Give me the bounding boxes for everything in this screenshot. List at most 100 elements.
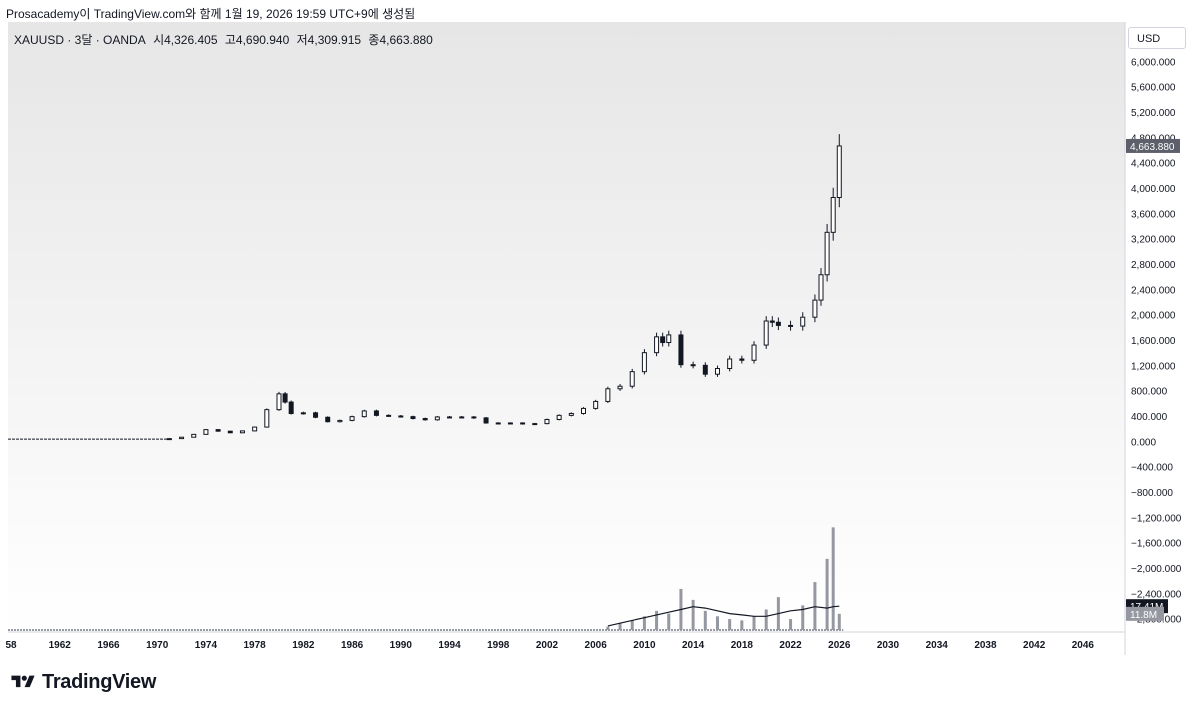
price-tick-label: 4,000.000 — [1131, 184, 1176, 195]
candle-body — [800, 316, 806, 327]
volume-bars — [8, 527, 844, 631]
tradingview-footer: TradingView — [10, 668, 156, 696]
time-tick-label: 1998 — [487, 640, 510, 651]
price-tick-label: 0.000 — [1131, 437, 1156, 448]
candle-body — [191, 433, 197, 438]
time-tick-label: 2026 — [828, 640, 851, 651]
candlestick-series — [8, 134, 842, 441]
time-tick-label: 2006 — [585, 640, 608, 651]
candle-body — [629, 371, 635, 387]
candle-body — [769, 320, 775, 323]
volume-bar — [789, 619, 793, 630]
candle-body — [763, 320, 769, 346]
volume-bar — [764, 609, 768, 630]
price-tick-label: 4,400.000 — [1131, 159, 1176, 170]
ohlc-high: 고4,690.940 — [224, 33, 290, 47]
time-tick-label: 2030 — [877, 640, 900, 651]
candle-body — [660, 336, 666, 344]
candle-body — [641, 352, 647, 373]
candle-body — [775, 321, 781, 326]
time-tick-label: 2010 — [633, 640, 656, 651]
candle-body — [520, 422, 526, 425]
price-tick-label: 2,000.000 — [1131, 311, 1176, 322]
currency-button[interactable]: USD — [1128, 27, 1186, 49]
price-tick-label: 5,600.000 — [1131, 83, 1176, 94]
price-tick-label: 6,000.000 — [1131, 57, 1176, 68]
candle-body — [751, 344, 757, 361]
volume-bar — [752, 616, 756, 630]
chart-caption: Prosacademy이 TradingView.com와 함께 1월 19, … — [6, 7, 416, 21]
volume-bar — [801, 605, 805, 630]
candle-body — [812, 299, 818, 318]
candle-body — [410, 416, 416, 420]
time-tick-label: 1982 — [292, 640, 315, 651]
ohlc-open: 시4,326.405 — [153, 33, 218, 47]
volume-bar — [837, 613, 841, 630]
candle-body — [556, 414, 562, 420]
plot-background — [8, 22, 1125, 632]
candle-body — [398, 415, 404, 418]
candle-body — [227, 430, 233, 434]
time-tick-label: 58 — [5, 640, 17, 651]
candle-body — [654, 336, 660, 354]
price-tick-label: 5,200.000 — [1131, 108, 1176, 119]
candle-body — [337, 419, 343, 423]
price-tick-label: 1,200.000 — [1131, 361, 1176, 372]
time-tick-label: 1974 — [195, 640, 218, 651]
volume-bar — [831, 527, 835, 630]
volume-bar — [606, 626, 610, 630]
chart-area[interactable]: 6,400.0006,000.0005,600.0005,200.0004,80… — [0, 22, 1200, 655]
time-tick-label: 1978 — [244, 640, 267, 651]
candle-body — [288, 401, 294, 414]
candle-body — [593, 400, 599, 409]
last-price-label: 4,663.880 — [1130, 142, 1175, 153]
volume-tag — [1126, 606, 1164, 621]
time-tick-label: 1962 — [49, 640, 72, 651]
candle-body — [702, 364, 708, 375]
price-axis-ticks: 6,400.0006,000.0005,600.0005,200.0004,80… — [1131, 32, 1182, 626]
candle-body — [422, 418, 428, 421]
tradingview-brand: TradingView — [42, 670, 157, 693]
price-tick-label: −400.000 — [1131, 463, 1173, 474]
candle-body — [568, 412, 574, 416]
volume-bar — [655, 610, 659, 630]
symbol-name[interactable]: XAUUSD · 3달 · OANDA — [14, 33, 146, 47]
candle-body — [276, 393, 282, 411]
candle-body — [605, 388, 611, 402]
price-tick-label: 400.000 — [1131, 412, 1168, 423]
candle-body — [830, 197, 836, 233]
candle-body — [617, 385, 623, 390]
time-axis-ticks: 58 1962 1966 1970 1974 1978 1982 1986 1990 1994 19… — [5, 640, 1094, 651]
candle-body — [459, 416, 465, 419]
ohlc-close: 종4,663.880 — [368, 33, 433, 47]
candle-body — [714, 368, 720, 375]
time-tick-label: 2022 — [779, 640, 802, 651]
last-price-tag — [1126, 138, 1180, 153]
candle-body — [239, 430, 245, 434]
volume-bar — [813, 582, 817, 630]
candle-body — [690, 364, 696, 367]
volume-label: 11.8M — [1130, 610, 1157, 621]
candle-body — [373, 410, 379, 416]
candle-body — [739, 358, 745, 361]
symbol-legend[interactable]: XAUUSD · 3달 · OANDA 시4,326.405 고4,690.94… — [14, 31, 437, 48]
volume-bar — [667, 613, 671, 630]
candle-body — [581, 407, 586, 414]
time-tick-label: 1994 — [438, 640, 461, 651]
candle-body — [532, 423, 538, 426]
price-tick-label: 3,200.000 — [1131, 235, 1176, 246]
candle-body — [666, 334, 672, 344]
volume-bar — [728, 619, 732, 630]
ohlc-low: 저4,309.915 — [296, 33, 362, 47]
candle-body — [818, 274, 824, 301]
price-tick-label: 1,600.000 — [1131, 336, 1176, 347]
time-tick-label: 1966 — [97, 640, 120, 651]
price-chart[interactable]: 6,400.0006,000.0005,600.0005,200.0004,80… — [0, 22, 1200, 655]
candle-body — [471, 416, 477, 419]
price-tick-label: −1,200.000 — [1131, 513, 1182, 524]
price-tick-label: 800.000 — [1131, 387, 1168, 398]
volume-bar — [618, 623, 622, 630]
candle-body — [361, 410, 367, 418]
volume-bar — [740, 620, 744, 630]
price-tick-label: −2,000.000 — [1131, 564, 1182, 575]
